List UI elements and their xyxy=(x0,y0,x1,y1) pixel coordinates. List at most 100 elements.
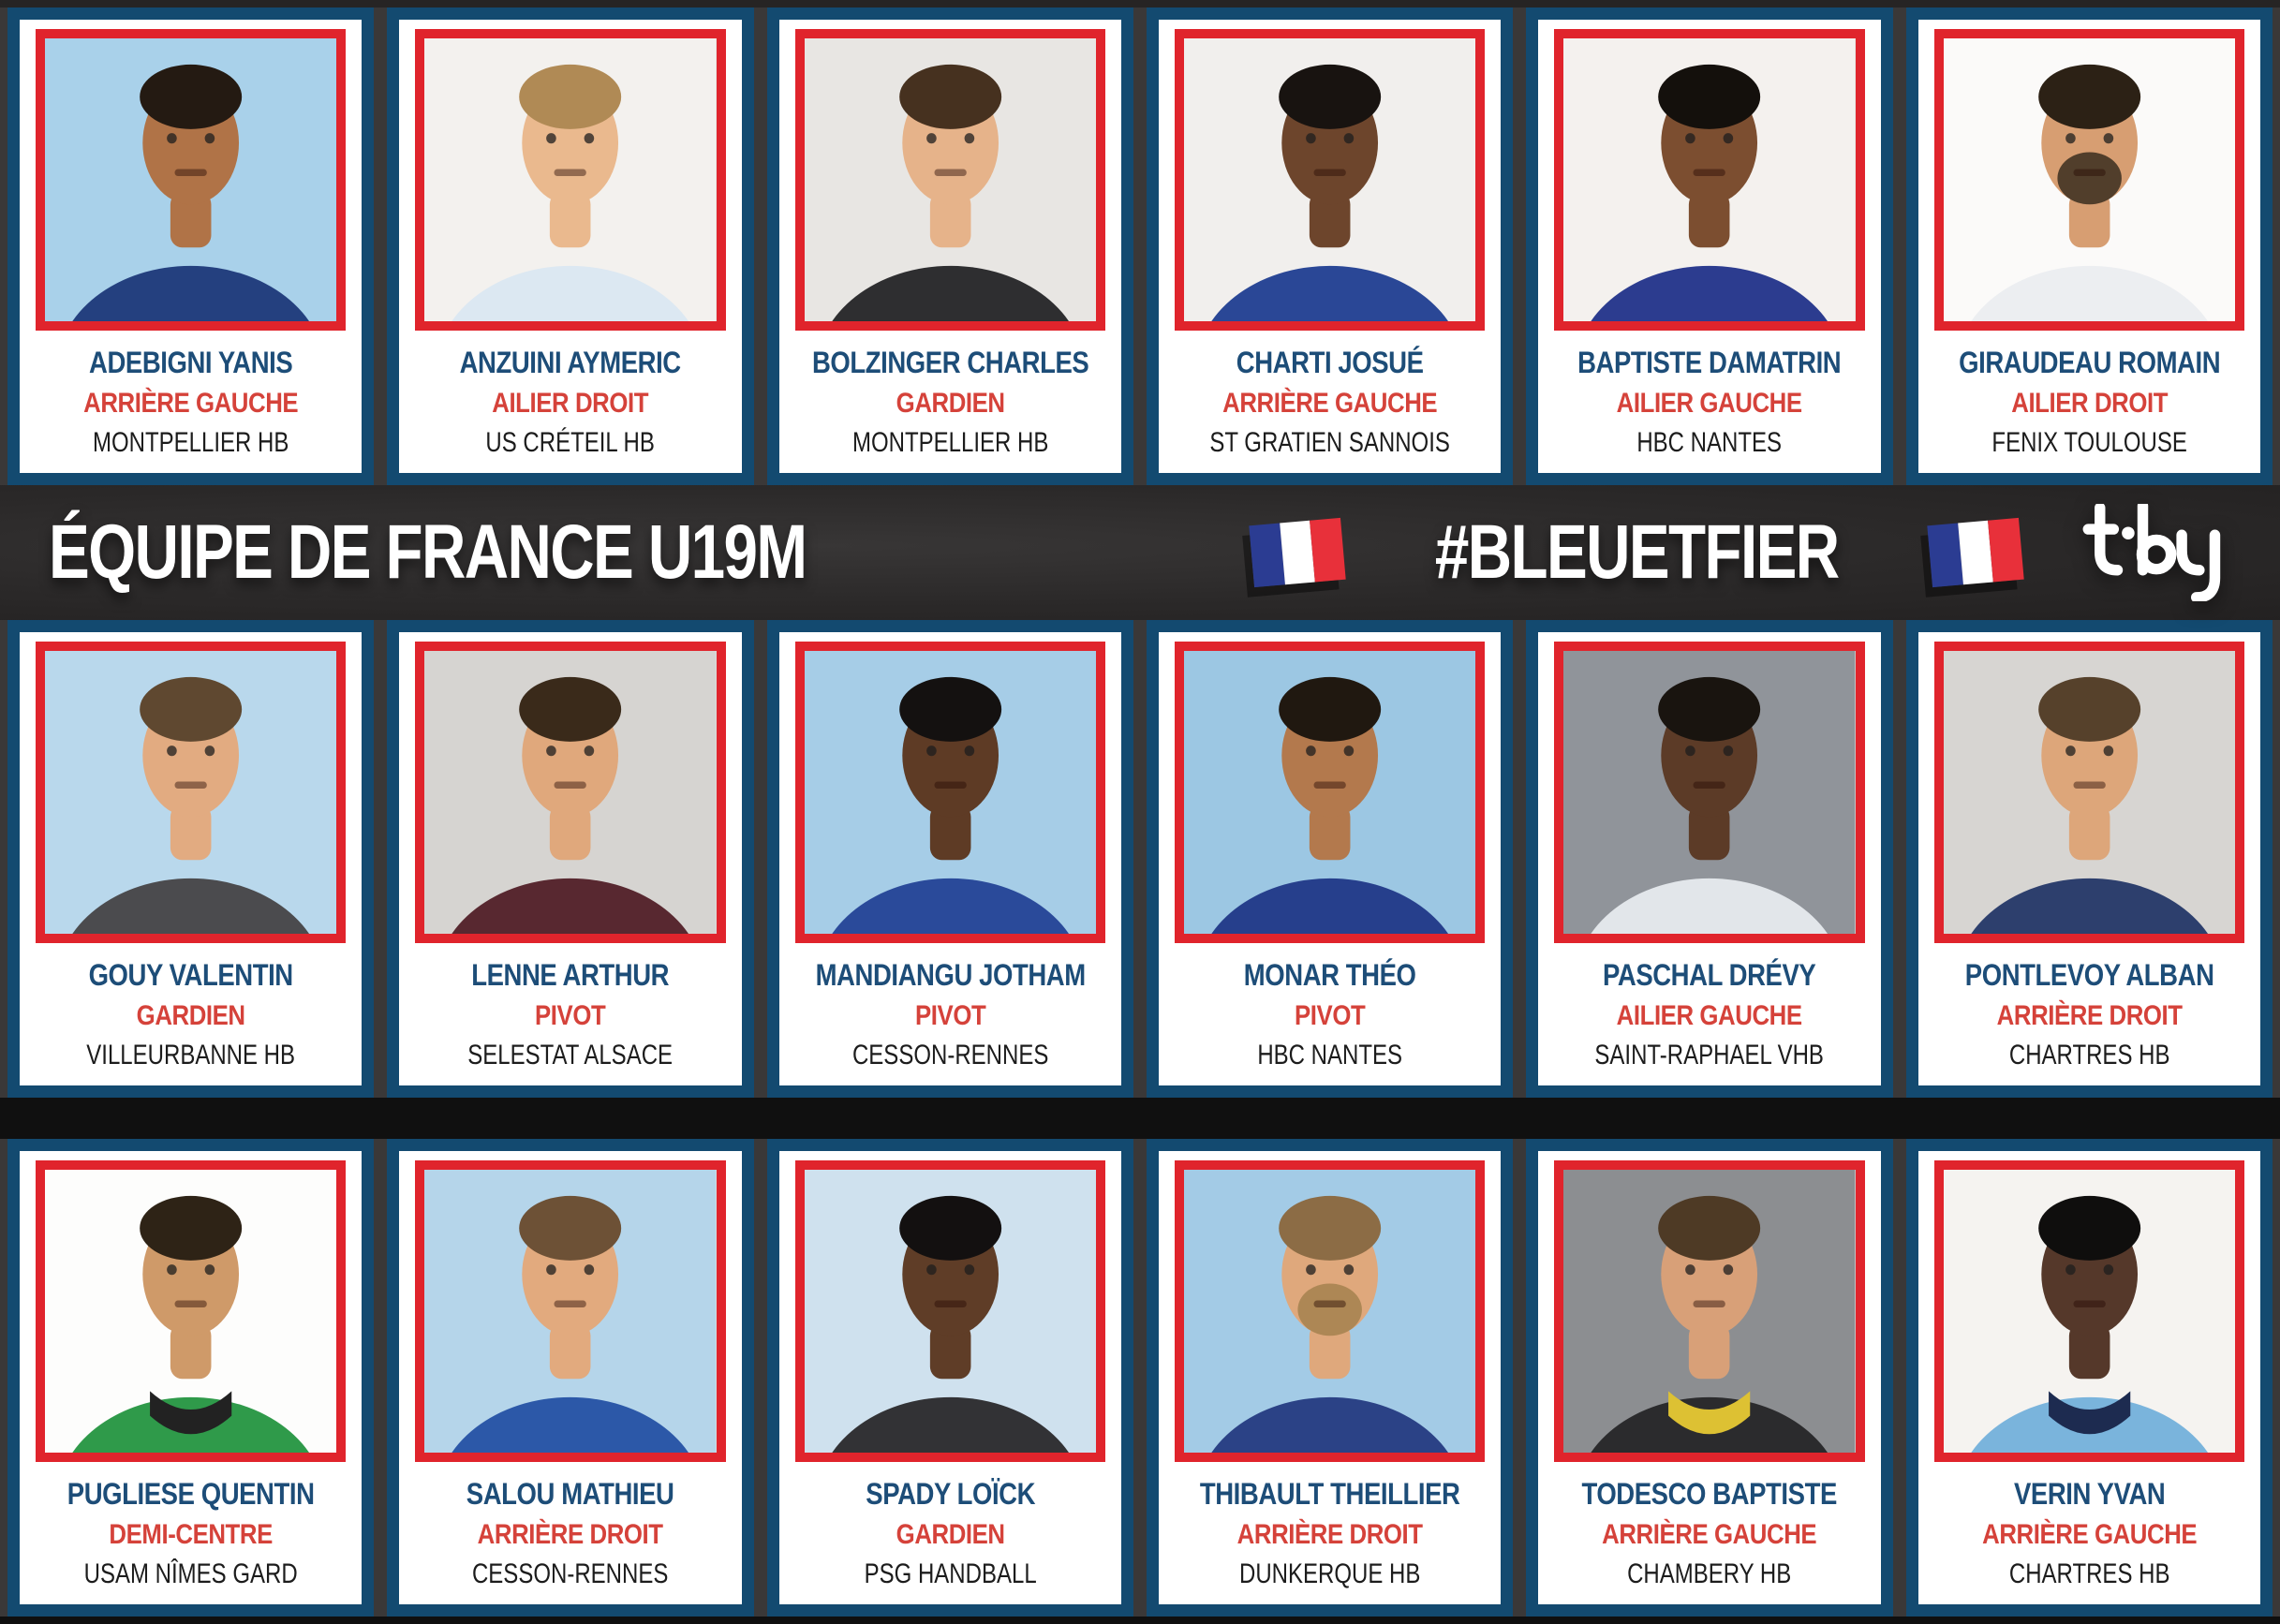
player-photo xyxy=(1933,642,2244,943)
player-club: CESSON-RENNES xyxy=(472,1558,669,1589)
player-photo xyxy=(1933,1160,2244,1462)
player-position: AILIER DROIT xyxy=(492,388,649,419)
player-card: PONTLEVOY ALBAN ARRIÈRE DROIT CHARTRES H… xyxy=(1905,620,2273,1098)
player-headshot xyxy=(1183,1170,1476,1453)
player-card: CHARTI JOSUÉ ARRIÈRE GAUCHE ST GRATIEN S… xyxy=(1146,7,1514,485)
player-photo xyxy=(415,29,726,331)
french-flag-icon xyxy=(1248,517,1346,588)
player-headshot xyxy=(804,651,1096,934)
player-headshot xyxy=(424,651,717,934)
player-photo xyxy=(1174,1160,1486,1462)
player-club: HBC NANTES xyxy=(1636,427,1783,458)
player-club: MONTPELLIER HB xyxy=(92,427,289,458)
player-position: PIVOT xyxy=(1295,1000,1366,1031)
player-headshot xyxy=(45,651,337,934)
player-card: GIRAUDEAU ROMAIN AILIER DROIT FENIX TOUL… xyxy=(1905,7,2273,485)
player-name: GOUY VALENTIN xyxy=(88,958,294,992)
player-headshot xyxy=(1563,38,1856,321)
player-headshot xyxy=(804,1170,1096,1453)
title-banner: ÉQUIPE DE FRANCE U19M #BLEUETFIER xyxy=(0,485,2280,620)
player-photo xyxy=(1933,29,2244,331)
player-headshot xyxy=(1183,38,1476,321)
player-name: ANZUINI AYMERIC xyxy=(459,346,682,379)
player-card: ANZUINI AYMERIC AILIER DROIT US CRÉTEIL … xyxy=(387,7,754,485)
player-club: VILLEURBANNE HB xyxy=(86,1040,296,1070)
player-name: VERIN YVAN xyxy=(2013,1477,2166,1511)
player-position: GARDIEN xyxy=(136,1000,245,1031)
player-card: PASCHAL DRÉVY AILIER GAUCHE SAINT-RAPHAE… xyxy=(1526,620,1893,1098)
player-position: ARRIÈRE GAUCHE xyxy=(1222,388,1438,419)
player-card: ADEBIGNI YANIS ARRIÈRE GAUCHE MONTPELLIE… xyxy=(7,7,375,485)
player-name: THIBAULT THEILLIER xyxy=(1199,1477,1460,1511)
player-headshot xyxy=(1943,651,2235,934)
player-card: MONAR THÉO PIVOT HBC NANTES xyxy=(1146,620,1514,1098)
player-club: SAINT-RAPHAEL VHB xyxy=(1594,1040,1825,1070)
player-position: GARDIEN xyxy=(896,1519,1005,1550)
player-card: MANDIANGU JOTHAM PIVOT CESSON-RENNES xyxy=(766,620,1133,1098)
player-headshot xyxy=(45,1170,337,1453)
player-name: SPADY LOÏCK xyxy=(865,1477,1035,1511)
player-photo xyxy=(36,1160,347,1462)
player-name: BAPTISTE DAMATRIN xyxy=(1577,346,1842,379)
player-name: CHARTI JOSUÉ xyxy=(1236,346,1424,379)
french-flag-icon xyxy=(1927,517,2024,588)
player-headshot xyxy=(804,38,1096,321)
player-headshot xyxy=(1563,651,1856,934)
player-club: HBC NANTES xyxy=(1257,1040,1402,1070)
player-position: GARDIEN xyxy=(896,388,1005,419)
player-row-1: ADEBIGNI YANIS ARRIÈRE GAUCHE MONTPELLIE… xyxy=(0,7,2280,485)
player-club: US CRÉTEIL HB xyxy=(485,427,656,458)
player-club: ST GRATIEN SANNOIS xyxy=(1209,427,1450,458)
player-position: ARRIÈRE DROIT xyxy=(478,1519,663,1550)
player-photo xyxy=(1174,642,1486,943)
player-headshot xyxy=(1943,1170,2235,1453)
player-name: PUGLIESE QUENTIN xyxy=(67,1477,315,1511)
player-card: VERIN YVAN ARRIÈRE GAUCHE CHARTRES HB xyxy=(1905,1139,2273,1617)
row-divider xyxy=(0,1098,2280,1139)
player-row-3: PUGLIESE QUENTIN DEMI-CENTRE USAM NÎMES … xyxy=(0,1139,2280,1617)
player-name: SALOU MATHIEU xyxy=(466,1477,674,1511)
player-photo xyxy=(1174,29,1486,331)
player-headshot xyxy=(1563,1170,1856,1453)
player-position: PIVOT xyxy=(535,1000,606,1031)
player-position: ARRIÈRE DROIT xyxy=(1996,1000,2183,1031)
player-club: MONTPELLIER HB xyxy=(851,427,1049,458)
player-headshot xyxy=(424,38,717,321)
banner-hashtag: #BLEUETFIER xyxy=(1434,509,1839,595)
player-club: PSG HANDBALL xyxy=(864,1558,1037,1589)
player-headshot xyxy=(1183,651,1476,934)
tiby-logo xyxy=(2082,504,2221,601)
player-club: USAM NÎMES GARD xyxy=(83,1558,298,1589)
player-club: CHARTRES HB xyxy=(2008,1558,2170,1589)
player-club: CHAMBERY HB xyxy=(1627,1558,1792,1589)
player-photo xyxy=(36,29,347,331)
player-card: GOUY VALENTIN GARDIEN VILLEURBANNE HB xyxy=(7,620,375,1098)
player-photo xyxy=(794,29,1105,331)
player-card: BOLZINGER CHARLES GARDIEN MONTPELLIER HB xyxy=(766,7,1133,485)
player-photo xyxy=(1554,642,1865,943)
bottom-strip xyxy=(0,1617,2280,1624)
player-card: BAPTISTE DAMATRIN AILIER GAUCHE HBC NANT… xyxy=(1526,7,1893,485)
player-name: PASCHAL DRÉVY xyxy=(1603,958,1816,992)
player-name: TODESCO BAPTISTE xyxy=(1581,1477,1838,1511)
player-name: ADEBIGNI YANIS xyxy=(89,346,293,379)
player-club: SELESTAT ALSACE xyxy=(467,1040,674,1070)
player-card: PUGLIESE QUENTIN DEMI-CENTRE USAM NÎMES … xyxy=(7,1139,375,1617)
player-position: AILIER DROIT xyxy=(2010,388,2168,419)
player-club: CHARTRES HB xyxy=(2008,1040,2170,1070)
player-headshot xyxy=(1943,38,2235,321)
player-position: AILIER GAUCHE xyxy=(1616,388,1802,419)
player-name: PONTLEVOY ALBAN xyxy=(1964,958,2214,992)
player-card: SPADY LOÏCK GARDIEN PSG HANDBALL xyxy=(766,1139,1133,1617)
player-name: MONAR THÉO xyxy=(1243,958,1416,992)
player-headshot xyxy=(424,1170,717,1453)
player-name: GIRAUDEAU ROMAIN xyxy=(1958,346,2220,379)
player-card: TODESCO BAPTISTE ARRIÈRE GAUCHE CHAMBERY… xyxy=(1526,1139,1893,1617)
player-card: THIBAULT THEILLIER ARRIÈRE DROIT DUNKERQ… xyxy=(1146,1139,1514,1617)
player-name: BOLZINGER CHARLES xyxy=(811,346,1089,379)
player-photo xyxy=(794,1160,1105,1462)
player-headshot xyxy=(45,38,337,321)
player-position: ARRIÈRE GAUCHE xyxy=(83,388,299,419)
player-position: DEMI-CENTRE xyxy=(109,1519,273,1550)
